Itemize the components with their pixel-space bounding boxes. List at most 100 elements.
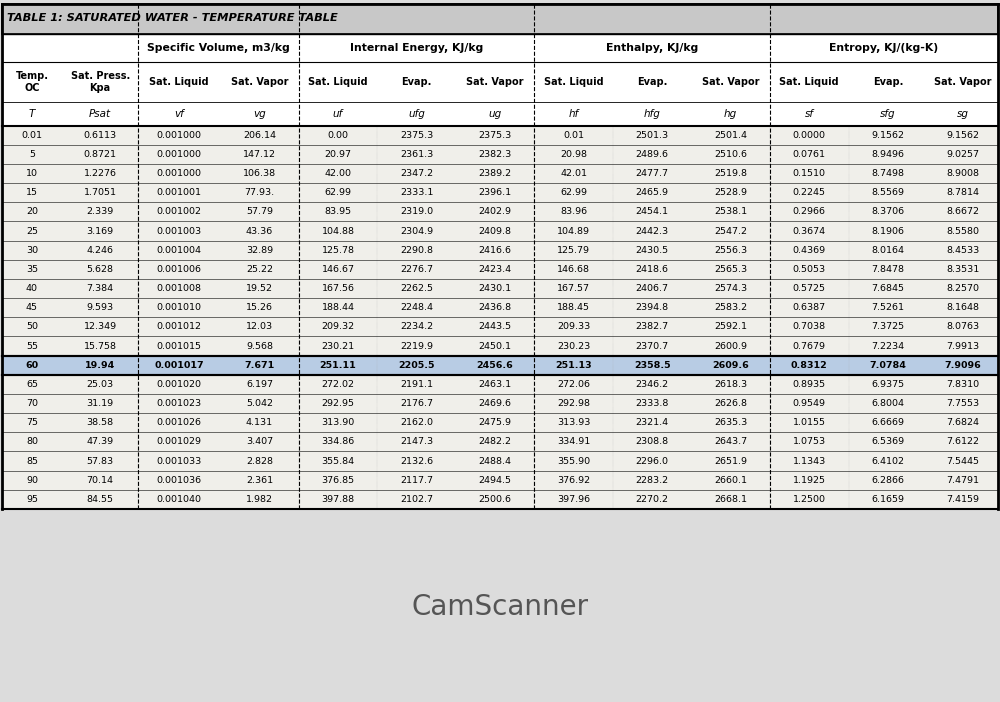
Text: 146.68: 146.68 [557, 265, 590, 274]
Text: 9.0257: 9.0257 [946, 150, 979, 159]
Text: 2643.7: 2643.7 [714, 437, 747, 446]
Text: 8.7498: 8.7498 [871, 169, 904, 178]
Text: 2375.3: 2375.3 [478, 131, 512, 140]
Text: 25.03: 25.03 [87, 380, 114, 389]
Text: 2176.7: 2176.7 [400, 399, 433, 408]
Bar [2, 317, 998, 336]
Text: 167.57: 167.57 [557, 284, 590, 293]
Text: 8.1906: 8.1906 [871, 227, 904, 236]
Text: 0.001017: 0.001017 [154, 361, 204, 370]
Text: 2132.6: 2132.6 [400, 456, 433, 465]
Text: 20.97: 20.97 [324, 150, 352, 159]
Bar [2, 413, 998, 432]
Text: 0.001006: 0.001006 [157, 265, 202, 274]
Text: 2162.0: 2162.0 [400, 418, 433, 428]
Text: 0.001010: 0.001010 [157, 303, 202, 312]
Text: 20.98: 20.98 [560, 150, 587, 159]
Text: 0.01: 0.01 [563, 131, 584, 140]
Text: 2556.3: 2556.3 [714, 246, 747, 255]
Text: 0.001029: 0.001029 [157, 437, 202, 446]
Text: 25.22: 25.22 [246, 265, 273, 274]
Text: 3.169: 3.169 [87, 227, 114, 236]
Text: 5: 5 [29, 150, 35, 159]
Text: 2660.1: 2660.1 [714, 476, 747, 484]
Text: 8.6672: 8.6672 [946, 207, 979, 216]
Text: 2358.5: 2358.5 [634, 361, 670, 370]
Text: 292.98: 292.98 [557, 399, 590, 408]
Text: 2270.2: 2270.2 [636, 495, 669, 504]
Text: 60: 60 [25, 361, 39, 370]
Text: vf: vf [174, 109, 184, 119]
Bar [770, 34, 998, 62]
Text: 8.7814: 8.7814 [946, 188, 979, 197]
Text: 75: 75 [26, 418, 38, 428]
Text: 80: 80 [26, 437, 38, 446]
Text: 32.89: 32.89 [246, 246, 273, 255]
Text: Evap.: Evap. [637, 77, 667, 87]
Text: 2361.3: 2361.3 [400, 150, 433, 159]
Text: sf: sf [805, 109, 814, 119]
Text: 2409.8: 2409.8 [479, 227, 512, 236]
Text: 0.001001: 0.001001 [157, 188, 202, 197]
Text: 15: 15 [26, 188, 38, 197]
Bar [2, 279, 998, 298]
Text: 19.52: 19.52 [246, 284, 273, 293]
Text: 47.39: 47.39 [87, 437, 114, 446]
Text: 397.88: 397.88 [321, 495, 355, 504]
Text: 70: 70 [26, 399, 38, 408]
Text: 43.36: 43.36 [246, 227, 273, 236]
Text: 2347.2: 2347.2 [400, 169, 433, 178]
Text: 50: 50 [26, 322, 38, 331]
Bar [2, 470, 998, 490]
Text: 57.79: 57.79 [246, 207, 273, 216]
Text: 8.9008: 8.9008 [946, 169, 979, 178]
Bar [2, 356, 998, 375]
Text: 2489.6: 2489.6 [636, 150, 669, 159]
Text: 45: 45 [26, 303, 38, 312]
Text: 2308.8: 2308.8 [636, 437, 669, 446]
Text: 90: 90 [26, 476, 38, 484]
Text: 230.23: 230.23 [557, 342, 590, 350]
Text: 9.593: 9.593 [87, 303, 114, 312]
Text: 0.7038: 0.7038 [793, 322, 826, 331]
Text: 2500.6: 2500.6 [479, 495, 512, 504]
Text: 355.90: 355.90 [557, 456, 590, 465]
Text: 2463.1: 2463.1 [479, 380, 512, 389]
Text: 7.5445: 7.5445 [946, 456, 979, 465]
Text: 5.628: 5.628 [87, 265, 114, 274]
Bar [2, 102, 998, 126]
Text: 7.4791: 7.4791 [946, 476, 979, 484]
Text: 7.671: 7.671 [244, 361, 275, 370]
Bar [2, 394, 998, 413]
Text: 2510.6: 2510.6 [714, 150, 747, 159]
Text: 6.5369: 6.5369 [871, 437, 904, 446]
Text: 2382.7: 2382.7 [636, 322, 669, 331]
Text: 2651.9: 2651.9 [714, 456, 747, 465]
Text: 0.8312: 0.8312 [791, 361, 828, 370]
Text: Entropy, KJ/(kg-K): Entropy, KJ/(kg-K) [829, 43, 939, 53]
Text: 2454.1: 2454.1 [636, 207, 669, 216]
Text: 12.349: 12.349 [84, 322, 117, 331]
Text: 9.1562: 9.1562 [946, 131, 979, 140]
Text: 2450.1: 2450.1 [479, 342, 512, 350]
Text: 1.0155: 1.0155 [793, 418, 826, 428]
Text: 2346.2: 2346.2 [636, 380, 669, 389]
Bar [2, 145, 998, 164]
Text: 0.001040: 0.001040 [157, 495, 202, 504]
Bar [2, 34, 998, 62]
Text: 8.4533: 8.4533 [946, 246, 979, 255]
Text: 0.00: 0.00 [328, 131, 349, 140]
Text: 7.9913: 7.9913 [946, 342, 979, 350]
Text: 2219.9: 2219.9 [400, 342, 433, 350]
Text: 8.9496: 8.9496 [871, 150, 904, 159]
Bar [2, 451, 998, 470]
Text: 30: 30 [26, 246, 38, 255]
Text: 0.001023: 0.001023 [157, 399, 202, 408]
Text: 2488.4: 2488.4 [479, 456, 512, 465]
Text: 2321.4: 2321.4 [636, 418, 669, 428]
Text: 0.0761: 0.0761 [793, 150, 826, 159]
Text: 0.001008: 0.001008 [157, 284, 202, 293]
Text: 3.407: 3.407 [246, 437, 273, 446]
Text: 1.2500: 1.2500 [793, 495, 826, 504]
Text: Sat. Press.
Kpa: Sat. Press. Kpa [71, 72, 130, 93]
